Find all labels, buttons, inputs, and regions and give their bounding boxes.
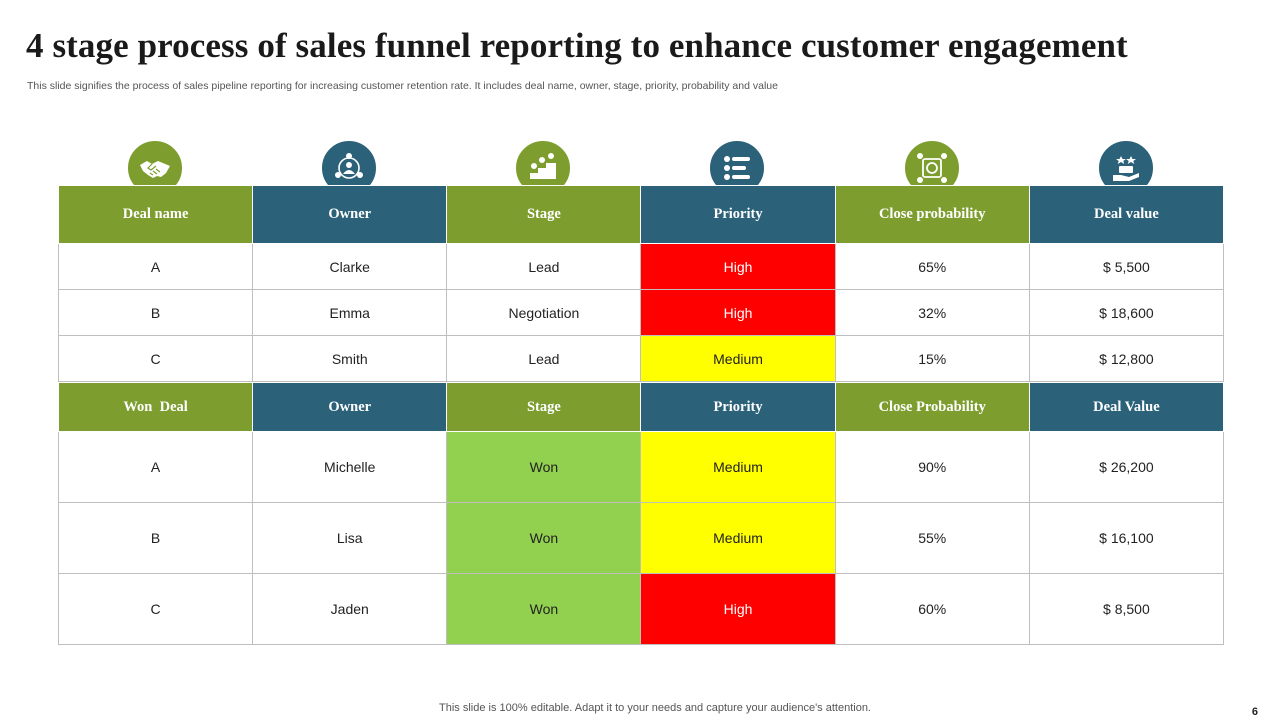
cell-owner: Emma <box>252 289 448 336</box>
footer-note: This slide is 100% editable. Adapt it to… <box>439 702 871 714</box>
table-row: C Smith Lead Medium 15% $ 12,800 <box>57 335 1225 382</box>
cell-owner: Smith <box>252 335 448 382</box>
header-close-probability: Close probability <box>834 185 1030 244</box>
cell-close-probability: 32% <box>834 289 1030 336</box>
cell-priority: Medium <box>640 335 836 382</box>
cell-close-probability: 15% <box>834 335 1030 382</box>
cell-deal-name: A <box>57 243 254 290</box>
header-deal-value: Deal Value <box>1028 382 1225 432</box>
cell-close-probability: 65% <box>834 243 1030 290</box>
cell-deal-value: $ 26,200 <box>1028 431 1225 503</box>
cell-stage: Negotiation <box>446 289 642 336</box>
cell-deal-value: $ 16,100 <box>1028 502 1225 574</box>
header-won-deal: Won Deal <box>57 382 254 432</box>
table-row: A Michelle Won Medium 90% $ 26,200 <box>57 431 1225 503</box>
cell-deal-value: $ 12,800 <box>1028 335 1225 382</box>
cell-deal-value: $ 5,500 <box>1028 243 1225 290</box>
header-stage: Stage <box>446 185 642 244</box>
header-priority: Priority <box>640 382 836 432</box>
cell-deal-name: C <box>57 335 254 382</box>
table-row: A Clarke Lead High 65% $ 5,500 <box>57 243 1225 290</box>
cell-priority: High <box>640 243 836 290</box>
header-owner: Owner <box>252 382 448 432</box>
cell-deal-name: C <box>57 573 254 645</box>
cell-stage: Won <box>446 502 642 574</box>
slide-title: 4 stage process of sales funnel reportin… <box>26 26 1128 65</box>
page-number: 6 <box>1251 706 1258 718</box>
header-deal-value: Deal value <box>1028 185 1225 244</box>
cell-priority: Medium <box>640 502 836 574</box>
cell-stage: Won <box>446 573 642 645</box>
cell-deal-name: A <box>57 431 254 503</box>
slide-subtitle: This slide signifies the process of sale… <box>27 80 778 92</box>
cell-stage: Lead <box>446 243 642 290</box>
table-row: B Emma Negotiation High 32% $ 18,600 <box>57 289 1225 336</box>
cell-deal-name: B <box>57 502 254 574</box>
cell-priority: High <box>640 289 836 336</box>
cell-owner: Clarke <box>252 243 448 290</box>
cell-priority: Medium <box>640 431 836 503</box>
cell-deal-value: $ 8,500 <box>1028 573 1225 645</box>
deals-table: Deal name Owner Stage Priority Close pro… <box>57 185 1225 382</box>
cell-owner: Jaden <box>252 573 448 645</box>
header-owner: Owner <box>252 185 448 244</box>
header-stage: Stage <box>446 382 642 432</box>
cell-close-probability: 55% <box>834 502 1030 574</box>
won-deals-table: Won Deal Owner Stage Priority Close Prob… <box>57 382 1225 645</box>
cell-stage: Won <box>446 431 642 503</box>
cell-deal-value: $ 18,600 <box>1028 289 1225 336</box>
header-close-probability: Close Probability <box>834 382 1030 432</box>
cell-stage: Lead <box>446 335 642 382</box>
table-header-row: Won Deal Owner Stage Priority Close Prob… <box>57 382 1225 432</box>
table-row: B Lisa Won Medium 55% $ 16,100 <box>57 502 1225 574</box>
header-deal-name: Deal name <box>57 185 254 244</box>
cell-close-probability: 60% <box>834 573 1030 645</box>
cell-close-probability: 90% <box>834 431 1030 503</box>
cell-priority: High <box>640 573 836 645</box>
cell-deal-name: B <box>57 289 254 336</box>
cell-owner: Lisa <box>252 502 448 574</box>
table-header-row: Deal name Owner Stage Priority Close pro… <box>57 185 1225 244</box>
cell-owner: Michelle <box>252 431 448 503</box>
header-priority: Priority <box>640 185 836 244</box>
table-row: C Jaden Won High 60% $ 8,500 <box>57 573 1225 645</box>
